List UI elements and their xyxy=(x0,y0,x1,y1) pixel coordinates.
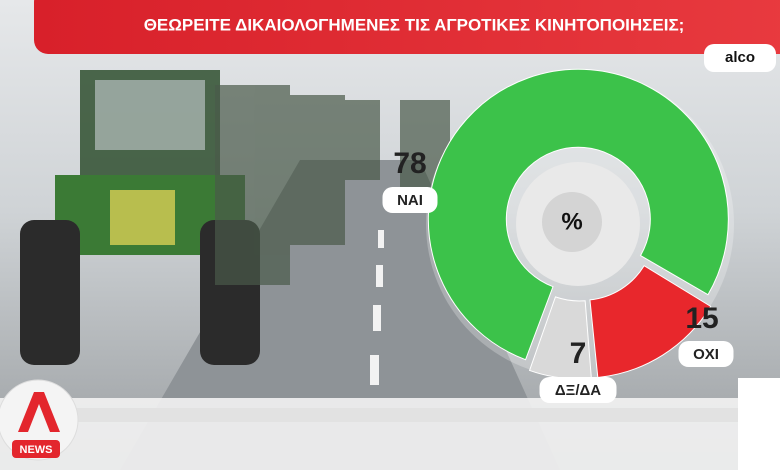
ticker-strip xyxy=(60,408,780,422)
center-disc xyxy=(542,192,602,252)
center-label: % xyxy=(561,208,582,235)
category-pill xyxy=(382,187,438,213)
category-pill xyxy=(678,341,734,367)
lane-marks xyxy=(370,230,384,385)
category-label: ΔΞ/ΔΑ xyxy=(555,382,601,399)
value-label: 7 xyxy=(570,337,587,370)
source-pill xyxy=(704,44,776,72)
logo-text: NEWS xyxy=(20,444,53,456)
title-bar xyxy=(34,0,780,54)
value-label: 15 xyxy=(685,302,718,335)
value-label: 78 xyxy=(393,147,426,180)
tractors-behind xyxy=(215,85,450,285)
logo: NEWS xyxy=(0,379,79,461)
category-label: ΟΧΙ xyxy=(693,346,719,363)
title: ΘΕΩΡΕΙΤΕ ΔΙΚΑΙΟΛΟΓΗΜΕΝΕΣ ΤΙΣ ΑΓΡΟΤΙΚΕΣ Κ… xyxy=(144,15,685,34)
category-label: ΝΑΙ xyxy=(397,192,423,209)
category-pill xyxy=(539,377,617,403)
corner-panel xyxy=(738,378,780,470)
source: alco xyxy=(725,49,755,66)
